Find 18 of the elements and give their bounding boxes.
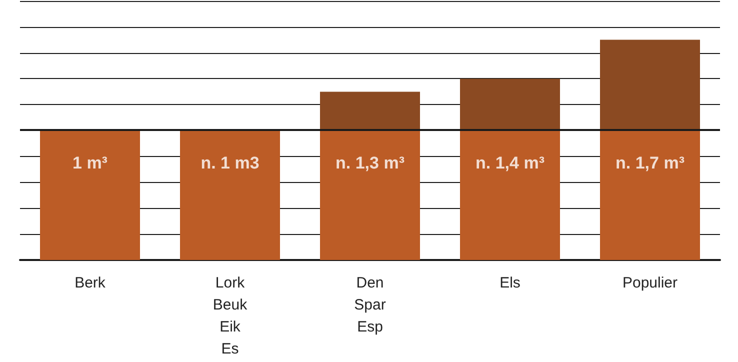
bar <box>180 130 280 260</box>
x-tick-label: Den Spar Esp <box>354 274 386 336</box>
bar <box>600 130 700 260</box>
annotation: 1 m³ <box>72 154 108 172</box>
bar <box>40 130 140 260</box>
x-tick-label: Populier <box>622 274 678 292</box>
bar <box>460 130 560 260</box>
bar <box>600 40 700 130</box>
x-tick-label: Lork Beuk Eik Es <box>212 274 248 358</box>
bar <box>320 92 420 130</box>
x-tick-label: Els <box>500 274 520 292</box>
x-tick-label: Berk <box>74 274 106 292</box>
annotation: n. 1,4 m³ <box>476 154 545 172</box>
annotation: n. 1,3 m³ <box>336 154 405 172</box>
annotation: n. 1,7 m³ <box>616 154 685 172</box>
bar <box>460 78 560 130</box>
annotation: n. 1 m3 <box>200 154 260 172</box>
bar <box>320 130 420 260</box>
